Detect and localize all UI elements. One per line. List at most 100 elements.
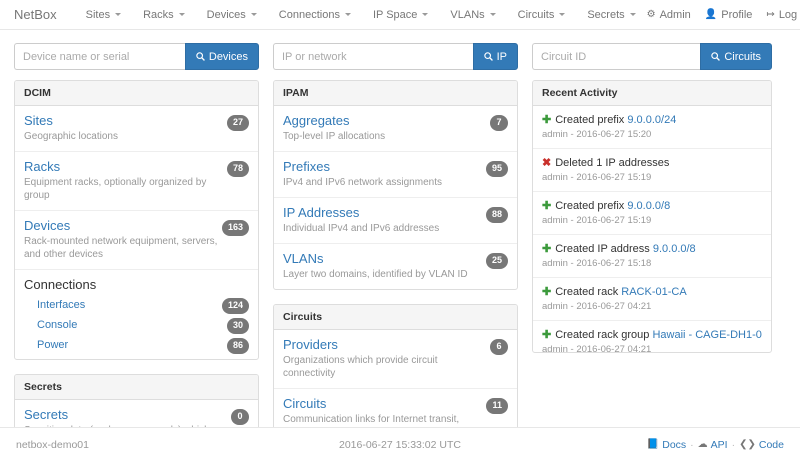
nav-menu-vlans-label: VLANs: [450, 8, 485, 21]
activity-object-link[interactable]: 9.0.0.0/24: [627, 114, 677, 126]
stat-row-prefixes[interactable]: Prefixes IPv4 and IPv6 network assignmen…: [274, 152, 517, 198]
nav-menu-sites[interactable]: Sites: [75, 9, 132, 21]
activity-meta: admin - 2016-06-27 15:20: [542, 129, 652, 140]
nav-menu-circuits[interactable]: Circuits: [507, 9, 577, 21]
connection-link-console[interactable]: Console: [37, 319, 78, 331]
footer-links: 📘 Docs · ☁ API · ❮❯ Code: [531, 439, 784, 451]
search-icon: [711, 52, 721, 61]
connection-item-console[interactable]: Console 30: [15, 315, 258, 335]
stat-desc-sites: Geographic locations: [24, 131, 118, 142]
cloud-icon: ☁: [697, 438, 708, 450]
nav-profile-link[interactable]: 👤 Profile: [705, 9, 753, 21]
stat-badge-providers: 6: [490, 339, 508, 355]
device-search-input[interactable]: [14, 43, 185, 70]
connection-badge-console: 30: [226, 318, 249, 334]
stat-link-devices[interactable]: Devices: [24, 218, 71, 233]
stat-row-aggregates[interactable]: Aggregates Top-level IP allocations 7: [274, 106, 517, 152]
stat-link-racks[interactable]: Racks: [24, 159, 61, 174]
stat-link-secrets[interactable]: Secrets: [24, 407, 69, 422]
activity-object-link[interactable]: 9.0.0.0/8: [652, 243, 696, 255]
connection-item-power[interactable]: Power 86: [15, 335, 258, 359]
ip-search-button[interactable]: IP: [472, 43, 518, 70]
activity-action: Created prefix: [555, 114, 625, 126]
panel-circuits-title: Circuits: [274, 305, 517, 330]
connections-heading-row: Connections: [15, 270, 258, 295]
activity-row[interactable]: ✚ Created rack group Hawaii - CAGE-DH1-0…: [533, 321, 771, 352]
chevron-down-icon: [178, 13, 185, 16]
stat-link-ip-addresses[interactable]: IP Addresses: [283, 205, 360, 220]
ip-search-input[interactable]: [273, 43, 473, 70]
plus-icon: ✚: [542, 329, 552, 341]
nav-logout-label: Log out: [778, 8, 800, 21]
stat-link-prefixes[interactable]: Prefixes: [283, 159, 330, 174]
connection-link-interfaces[interactable]: Interfaces: [37, 299, 86, 311]
activity-object-link[interactable]: RACK-01-CA: [621, 286, 687, 298]
connection-item-interfaces[interactable]: Interfaces 124: [15, 295, 258, 315]
footer-hostname: netbox-demo01: [16, 438, 89, 451]
nav-menu-secrets[interactable]: Secrets: [576, 9, 646, 21]
panel-dcim-body: Sites Geographic locations 27 Racks Equi…: [15, 106, 258, 359]
circuit-search-input[interactable]: [532, 43, 701, 70]
nav-menu-connections[interactable]: Connections: [268, 9, 362, 21]
activity-row[interactable]: ✚ Created prefix 9.0.0.0/24 admin - 2016…: [533, 106, 771, 149]
stat-link-sites[interactable]: Sites: [24, 113, 53, 128]
column-dcim: DCIM Sites Geographic locations 27 Racks…: [14, 80, 259, 459]
footer-docs-link[interactable]: 📘 Docs: [647, 439, 686, 451]
stat-row-ip-addresses[interactable]: IP Addresses Individual IPv4 and IPv6 ad…: [274, 198, 517, 244]
stat-row-racks[interactable]: Racks Equipment racks, optionally organi…: [15, 152, 258, 211]
stat-link-vlans[interactable]: VLANs: [283, 251, 324, 266]
stat-row-devices[interactable]: Devices Rack-mounted network equipment, …: [15, 211, 258, 270]
activity-object-link[interactable]: Hawaii - CAGE-DH1-01: [652, 329, 762, 341]
nav-menu-vlans[interactable]: VLANs: [439, 9, 506, 21]
activity-object-link[interactable]: 9.0.0.0/8: [627, 200, 671, 212]
activity-action: Created prefix: [555, 200, 625, 212]
nav-admin-link[interactable]: ⚙ Admin: [647, 9, 691, 21]
activity-row[interactable]: ✚ Created rack RACK-01-CA admin - 2016-0…: [533, 278, 771, 321]
activity-line: ✚ Created prefix 9.0.0.0/24: [542, 113, 762, 127]
activity-action: Deleted 1 IP addresses: [555, 157, 670, 169]
plus-icon: ✚: [542, 286, 552, 298]
activity-text: Created rack group Hawaii - CAGE-DH1-01: [555, 328, 762, 342]
device-search-button[interactable]: Devices: [184, 43, 259, 70]
stat-row-sites[interactable]: Sites Geographic locations 27: [15, 106, 258, 152]
activity-action: Created rack group: [555, 329, 650, 341]
activity-row[interactable]: ✖ Deleted 1 IP addresses admin - 2016-06…: [533, 149, 771, 192]
panel-ipam-body: Aggregates Top-level IP allocations 7 Pr…: [274, 106, 517, 289]
stat-link-circuits[interactable]: Circuits: [283, 396, 327, 411]
nav-menu-racks[interactable]: Racks: [132, 9, 196, 21]
footer-timestamp: 2016-06-27 15:33:02 UTC: [338, 438, 461, 451]
nav-menu-ip-space[interactable]: IP Space: [362, 9, 439, 21]
connection-link-power[interactable]: Power: [37, 339, 69, 351]
cross-icon: ✖: [542, 157, 552, 169]
stat-badge-prefixes: 95: [485, 161, 508, 177]
panel-recent-activity: Recent Activity ✚ Created prefix 9.0.0.0…: [532, 80, 772, 353]
stat-badge-sites: 27: [226, 115, 249, 131]
nav-menu-devices[interactable]: Devices: [196, 9, 268, 21]
activity-action: Created IP address: [555, 243, 650, 255]
stat-desc-providers: Organizations which provide circuit conn…: [283, 355, 438, 379]
stat-row-vlans[interactable]: VLANs Layer two domains, identified by V…: [274, 244, 517, 289]
footer-code-link[interactable]: ❮❯ Code: [739, 439, 784, 451]
nav-logout-link[interactable]: ↦ Log out: [766, 9, 800, 21]
activity-text: Created rack RACK-01-CA: [555, 285, 686, 299]
plus-icon: ✚: [542, 114, 552, 126]
plus-icon: ✚: [542, 200, 552, 212]
code-icon: ❮❯: [739, 438, 756, 450]
activity-row[interactable]: ✚ Created prefix 9.0.0.0/8 admin - 2016-…: [533, 192, 771, 235]
activity-row[interactable]: ✚ Created IP address 9.0.0.0/8 admin - 2…: [533, 235, 771, 278]
stat-row-providers[interactable]: Providers Organizations which provide ci…: [274, 330, 517, 389]
stat-link-providers[interactable]: Providers: [283, 337, 338, 352]
activity-line: ✚ Created IP address 9.0.0.0/8: [542, 242, 762, 256]
stat-badge-ip-addresses: 88: [485, 207, 508, 223]
activity-text: Created prefix 9.0.0.0/24: [555, 113, 676, 127]
search-icon: [483, 52, 493, 61]
column-ipam: IPAM Aggregates Top-level IP allocations…: [273, 80, 518, 448]
chevron-down-icon: [344, 13, 351, 16]
top-navbar: NetBox Sites Racks Devices Connections I…: [0, 0, 800, 30]
activity-meta: admin - 2016-06-27 15:19: [542, 215, 652, 226]
footer-api-link[interactable]: ☁ API: [698, 439, 728, 451]
brand-logo[interactable]: NetBox: [14, 7, 57, 22]
activity-scroll-region[interactable]: ✚ Created prefix 9.0.0.0/24 admin - 2016…: [533, 106, 771, 352]
circuit-search-button[interactable]: Circuits: [700, 43, 772, 70]
stat-link-aggregates[interactable]: Aggregates: [283, 113, 350, 128]
